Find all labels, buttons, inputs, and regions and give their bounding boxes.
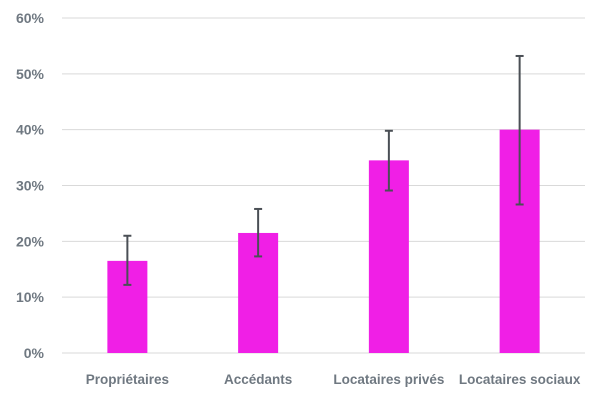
gridlines <box>62 17 585 354</box>
y-tick-label: 50% <box>16 66 45 82</box>
y-tick-label: 0% <box>24 345 45 361</box>
error-bars <box>123 54 524 286</box>
x-axis-labels: Propriétaires Accédants Locataires privés L… <box>86 372 581 387</box>
error-bar <box>254 207 263 258</box>
x-tick-label: Locataires sociaux <box>459 372 581 387</box>
y-tick-label: 10% <box>16 289 45 305</box>
error-bar <box>515 54 524 206</box>
x-tick-label: Accédants <box>224 372 292 387</box>
x-tick-label: Locataires privés <box>333 372 444 387</box>
error-bar <box>384 129 393 192</box>
y-tick-label: 40% <box>16 122 45 138</box>
x-tick-label: Propriétaires <box>86 372 169 387</box>
y-tick-label: 60% <box>16 10 45 26</box>
y-tick-label: 20% <box>16 233 45 249</box>
y-tick-label: 30% <box>16 178 45 194</box>
y-axis-ticks: 0% 10% 20% 30% 40% 50% 60% <box>16 10 45 361</box>
bar <box>368 160 409 353</box>
error-bar <box>123 234 132 286</box>
